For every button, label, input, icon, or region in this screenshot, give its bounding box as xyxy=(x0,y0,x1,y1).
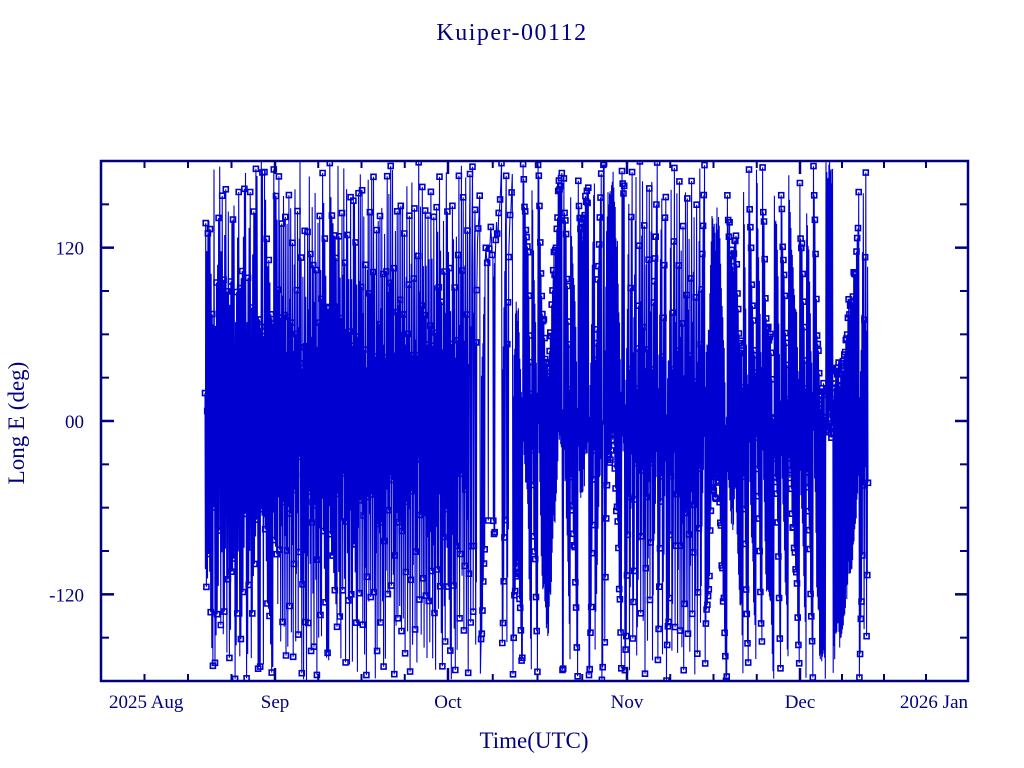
x-tick-label: 2026 Jan xyxy=(900,692,969,713)
series-clip-group xyxy=(201,162,872,680)
series-markers xyxy=(201,162,872,680)
series-polyline xyxy=(204,162,869,680)
page-title: Kuiper-00112 xyxy=(436,20,587,46)
data-series-layer xyxy=(201,162,872,680)
y-tick-label: 120 xyxy=(56,239,85,260)
x-tick-label: Sep xyxy=(261,692,290,713)
y-axis-title: Long E (deg) xyxy=(4,362,29,485)
tick-label-layer: 120 00 -120 2025 Aug Sep Oct Nov Dec 2026 Jan xyxy=(49,239,968,713)
x-tick-label: Dec xyxy=(785,692,816,713)
axes-frame xyxy=(99,159,970,683)
y-tick-label: 00 xyxy=(65,412,84,433)
x-tick-label: 2025 Aug xyxy=(109,692,184,713)
x-tick-label: Nov xyxy=(611,692,644,713)
x-tick-label: Oct xyxy=(434,692,462,713)
x-axis-title: Time(UTC) xyxy=(479,728,588,753)
y-tick-label: -120 xyxy=(49,585,84,606)
